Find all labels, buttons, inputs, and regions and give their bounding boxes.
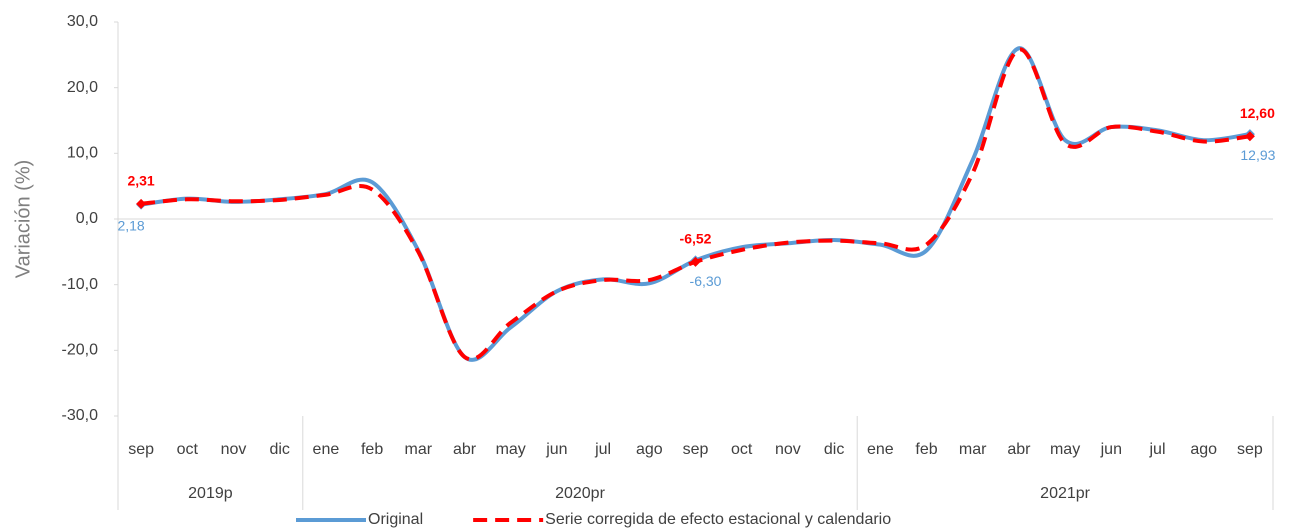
x-tick-label: dic <box>269 441 289 458</box>
y-tick-label: -20,0 <box>62 342 99 359</box>
data-label: 2,31 <box>127 173 154 189</box>
x-tick-label: feb <box>915 441 937 458</box>
marker <box>136 198 147 209</box>
legend-label: Serie corregida de efecto estacional y c… <box>545 511 891 528</box>
x-tick-label: sep <box>683 441 709 458</box>
x-tick-label: nov <box>775 441 801 458</box>
x-tick-label: ago <box>636 441 663 458</box>
data-label: 12,60 <box>1240 105 1275 121</box>
data-label: -6,30 <box>690 273 722 289</box>
x-tick-label: abr <box>1007 441 1031 458</box>
x-tick-label: mar <box>405 441 433 458</box>
x-tick-label: dic <box>824 441 844 458</box>
x-tick-label: jul <box>1148 441 1165 458</box>
y-tick-label: -10,0 <box>62 276 99 293</box>
x-tick-label: sep <box>1237 441 1263 458</box>
x-group-label: 2021pr <box>1040 485 1090 502</box>
series-line <box>140 47 1251 362</box>
y-tick-label: -30,0 <box>62 407 99 424</box>
x-tick-label: oct <box>177 441 199 458</box>
x-tick-label: mar <box>959 441 987 458</box>
x-tick-label: jun <box>545 441 567 458</box>
x-tick-label: may <box>496 441 526 458</box>
marker <box>1244 131 1255 142</box>
x-group-label: 2019p <box>188 485 233 502</box>
x-tick-label: sep <box>128 441 154 458</box>
data-label: 12,93 <box>1240 147 1275 163</box>
x-tick-label: jun <box>1100 441 1122 458</box>
data-label: -6,52 <box>680 231 712 247</box>
x-group-label: 2020pr <box>555 485 605 502</box>
legend-label: Original <box>368 511 423 528</box>
y-axis-label: Variación (%) <box>12 160 34 279</box>
x-tick-label: oct <box>731 441 753 458</box>
x-tick-label: ene <box>313 441 340 458</box>
marker <box>690 256 701 267</box>
x-tick-label: may <box>1050 441 1080 458</box>
y-tick-label: 20,0 <box>67 79 98 96</box>
x-tick-label: feb <box>361 441 383 458</box>
x-tick-label: jul <box>594 441 611 458</box>
x-tick-label: ago <box>1190 441 1217 458</box>
series-line <box>140 46 1251 362</box>
y-tick-label: 30,0 <box>67 13 98 30</box>
x-tick-label: ene <box>867 441 894 458</box>
y-tick-label: 0,0 <box>76 210 98 227</box>
y-tick-label: 10,0 <box>67 145 98 162</box>
x-tick-label: abr <box>453 441 477 458</box>
data-label: 2,18 <box>117 217 144 233</box>
x-tick-label: nov <box>221 441 247 458</box>
